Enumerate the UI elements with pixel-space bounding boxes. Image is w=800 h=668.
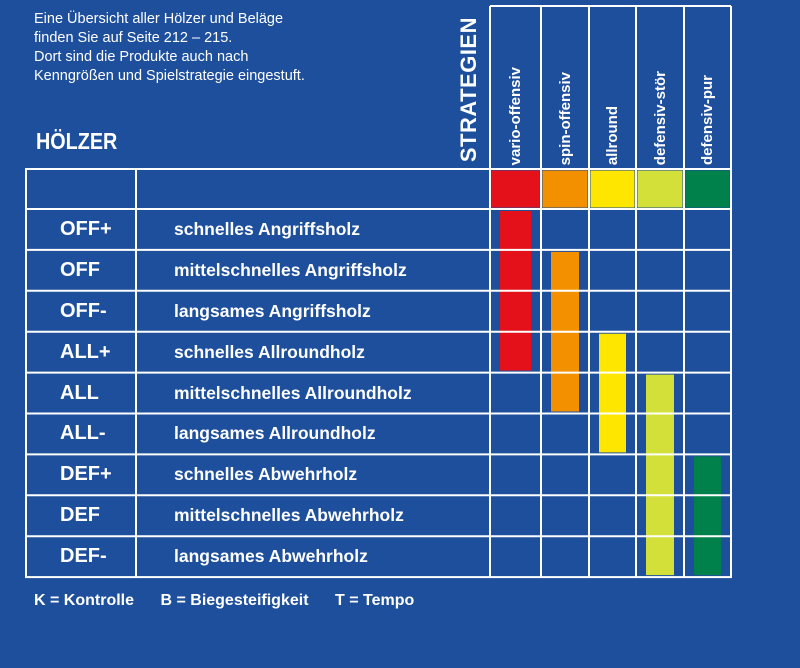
wood-code: OFF+ xyxy=(60,217,112,240)
coverage-bar xyxy=(599,333,626,453)
legend-item: T = Tempo xyxy=(334,592,415,609)
legend-item: K = Kontrolle xyxy=(34,592,135,609)
wood-description: schnelles Allroundholz xyxy=(174,341,365,362)
strategy-header: allround xyxy=(589,6,636,165)
wood-code: ALL+ xyxy=(60,340,111,363)
strategy-swatch xyxy=(542,170,588,208)
wood-code: DEF- xyxy=(60,545,107,568)
wood-code: ALL- xyxy=(60,422,106,445)
wood-description: mittelschnelles Abwehrholz xyxy=(174,505,404,526)
coverage-bar xyxy=(646,374,674,576)
strategy-label: defensiv-stör xyxy=(651,70,669,165)
strategy-label: vario-offensiv xyxy=(507,66,524,165)
wood-description: schnelles Angriffsholz xyxy=(174,218,361,239)
wood-description: langsames Allroundholz xyxy=(174,423,376,444)
strategy-swatch xyxy=(685,170,730,208)
intro-line: Kenngrößen und Spielstrategie eingestuft… xyxy=(34,68,305,84)
wood-description: mittelschnelles Angriffsholz xyxy=(174,259,407,280)
wood-code: DEF+ xyxy=(60,463,112,486)
legend-item: B = Biegesteifigkeit xyxy=(160,592,309,609)
intro-line: Eine Übersicht aller Hölzer und Beläge xyxy=(34,11,284,27)
wood-description: langsames Angriffsholz xyxy=(174,300,371,321)
wood-description: schnelles Abwehrholz xyxy=(174,464,358,485)
intro-text: Eine Übersicht aller Hölzer und Beläge f… xyxy=(34,10,454,86)
wood-code: DEF xyxy=(60,504,100,527)
section-title: HÖLZER xyxy=(36,128,118,154)
strategy-header: vario-offensiv xyxy=(490,6,541,165)
strategy-header: spin-offensiv xyxy=(541,6,589,165)
wood-code: OFF- xyxy=(60,299,107,322)
wood-description: mittelschnelles Allroundholz xyxy=(174,382,412,403)
intro-line: finden Sie auf Seite 212 – 215. xyxy=(34,30,233,46)
strategy-label: spin-offensiv xyxy=(556,71,574,165)
strategy-header: defensiv-pur xyxy=(684,6,731,165)
intro-line: Dort sind die Produkte auch nach xyxy=(34,49,249,65)
strategy-swatch xyxy=(491,170,540,208)
wood-code: ALL xyxy=(60,381,99,404)
legend: K = Kontrolle B = Biegesteifigkeit T = T… xyxy=(34,592,436,610)
strategy-header: defensiv-stör xyxy=(636,6,684,165)
wood-code: OFF xyxy=(60,258,100,281)
wood-description: langsames Abwehrholz xyxy=(174,546,368,567)
strategy-label: defensiv-pur xyxy=(699,74,716,165)
strategy-label: allround xyxy=(604,105,621,165)
strategy-swatch xyxy=(637,170,683,208)
coverage-bar xyxy=(694,456,721,576)
strategy-swatch xyxy=(590,170,635,208)
